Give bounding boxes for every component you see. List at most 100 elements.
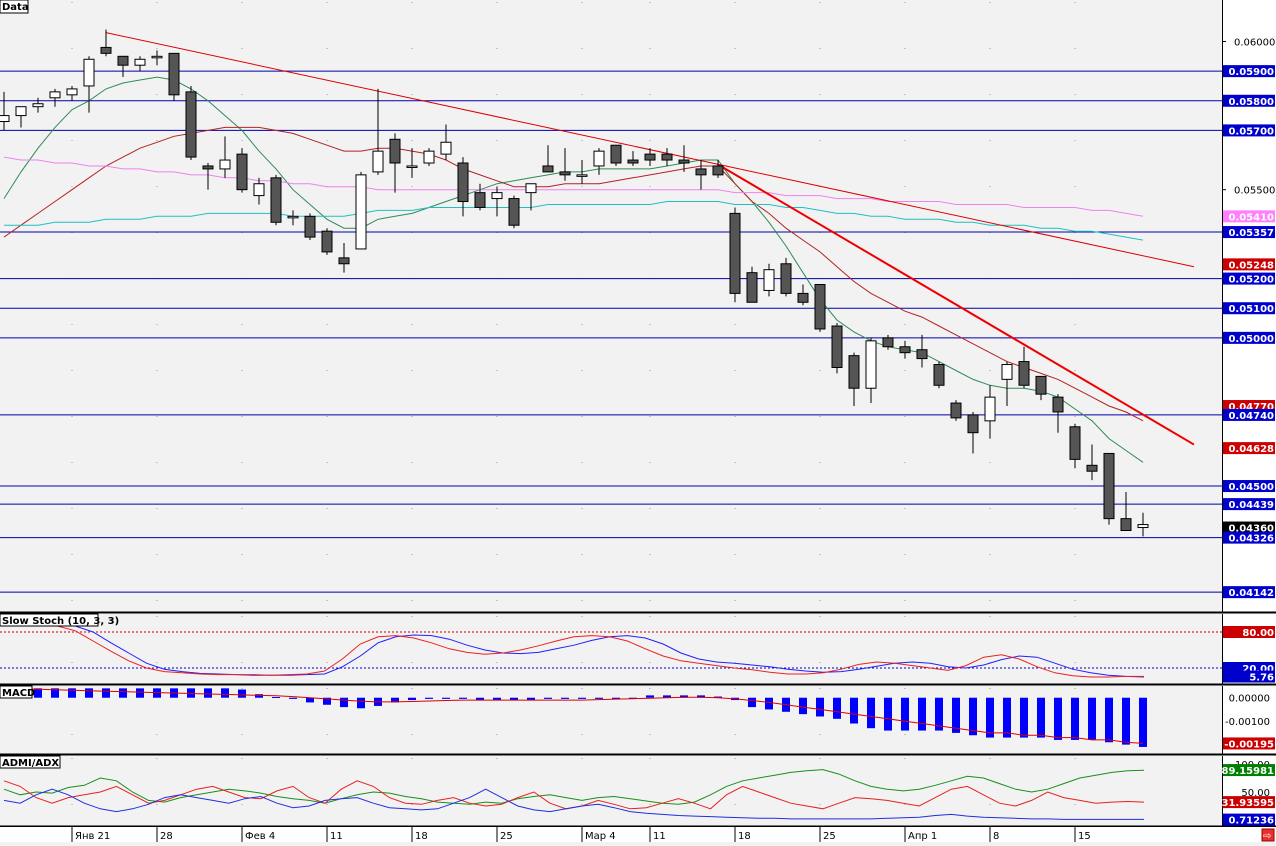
pane-title: ADMI/ADX (2, 758, 59, 769)
stoch-tag-box (1223, 626, 1275, 638)
candle-body (440, 141, 452, 155)
candle-body (100, 46, 112, 54)
macd-histogram-bar (510, 697, 518, 701)
macd-histogram-bar (238, 689, 246, 698)
stochastic-line (3, 620, 1144, 678)
macd-histogram-bar (1054, 697, 1062, 740)
price-tag: 0.04326 (1228, 534, 1274, 545)
candle-body (321, 230, 333, 253)
candle-body (559, 171, 571, 176)
price-tag: 0.05248 (1228, 260, 1274, 271)
candle-body (610, 144, 622, 164)
scroll-arrow-icon: ⇨ (1263, 831, 1271, 842)
candle-body (695, 168, 707, 176)
candle-body (457, 162, 469, 203)
candle-body (542, 165, 554, 173)
macd-histogram-bar (833, 697, 841, 719)
candle-body (151, 55, 163, 59)
stochastic-line (3, 620, 1145, 678)
candle-body (814, 284, 826, 330)
macd-histogram-bar (527, 697, 535, 701)
candle-body (304, 215, 316, 238)
date-label: 8 (993, 831, 999, 842)
price-tag: 0.04142 (1228, 588, 1274, 599)
price-tag-box (1223, 302, 1275, 315)
corner-scroll-icon[interactable] (1261, 828, 1275, 842)
macd-histogram-bar (1105, 697, 1113, 743)
price-tag-box (1223, 272, 1275, 285)
candle-body (950, 402, 962, 419)
pane-background (0, 614, 1222, 684)
stoch-tag: 5.76 (1249, 673, 1274, 684)
pane-background (0, 756, 1222, 826)
candle-body (338, 257, 350, 265)
candle-body (576, 174, 588, 177)
macd-histogram-bar (1088, 697, 1096, 740)
macd-signal-line (3, 687, 1144, 744)
macd-axis-label: -0.00100 (1225, 717, 1270, 728)
candle-body (1069, 426, 1081, 460)
macd-tag-box (1223, 737, 1275, 750)
pane-title-box (0, 613, 99, 627)
macd-histogram-bar (272, 697, 280, 699)
price-tag-box (1223, 210, 1275, 223)
candle-body (202, 165, 214, 170)
macd-histogram-bar (850, 697, 858, 724)
macd-histogram-bar (595, 697, 603, 699)
pane-title-box (0, 0, 29, 14)
macd-histogram-bar (765, 697, 773, 710)
candle-body (219, 159, 231, 170)
candle-body (678, 159, 690, 164)
candle-body (882, 337, 894, 348)
candle-body (15, 106, 27, 117)
candle-body (253, 183, 265, 197)
adx-tag-box (1223, 813, 1275, 826)
macd-histogram-bar (408, 697, 416, 701)
macd-histogram-bar (34, 688, 42, 698)
stoch-tag-box (1223, 670, 1275, 683)
candle-body (644, 153, 656, 161)
macd-histogram-bar (102, 688, 110, 698)
macd-histogram-bar (561, 697, 569, 699)
candle-body (270, 177, 282, 223)
candle-body (185, 91, 197, 158)
price-tag: 0.05100 (1228, 304, 1274, 315)
macd-histogram-bar (969, 697, 977, 736)
price-tag: 0.04770 (1228, 402, 1274, 413)
candle-body (1018, 361, 1030, 386)
candle-body (661, 153, 673, 161)
price-tag: 0.04439 (1228, 500, 1274, 511)
macd-histogram-bar (918, 697, 926, 731)
candle-body (66, 88, 78, 96)
macd-histogram-bar (1020, 697, 1028, 738)
adx-line (3, 769, 1145, 805)
stoch-tag: 20.00 (1242, 664, 1274, 675)
date-label: Апр 1 (908, 831, 937, 842)
price-tag-box (1223, 480, 1275, 493)
candle-body (236, 153, 248, 191)
candle-body (372, 150, 384, 173)
price-tag-box (1223, 258, 1275, 271)
price-tag-box (1223, 586, 1275, 599)
price-tag: 0.04628 (1228, 444, 1274, 455)
macd-histogram-bar (799, 697, 807, 715)
candle-body (1103, 452, 1115, 520)
candle-body (746, 272, 758, 303)
price-tag-box (1223, 331, 1275, 344)
macd-histogram-bar (459, 697, 467, 699)
candle-body (491, 192, 503, 200)
macd-histogram-bar (697, 695, 705, 698)
candle-body (32, 103, 44, 108)
macd-histogram-bar (306, 697, 314, 703)
price-tag: 0.04360 (1228, 524, 1274, 535)
price-tag: 0.05200 (1228, 275, 1274, 286)
candle-body (1137, 524, 1149, 529)
macd-histogram-bar (442, 697, 450, 699)
price-tag-box (1223, 94, 1275, 107)
candle-body (117, 55, 129, 66)
trendline (717, 163, 1195, 446)
candle-body (1001, 364, 1013, 380)
macd-histogram-bar (68, 688, 76, 698)
